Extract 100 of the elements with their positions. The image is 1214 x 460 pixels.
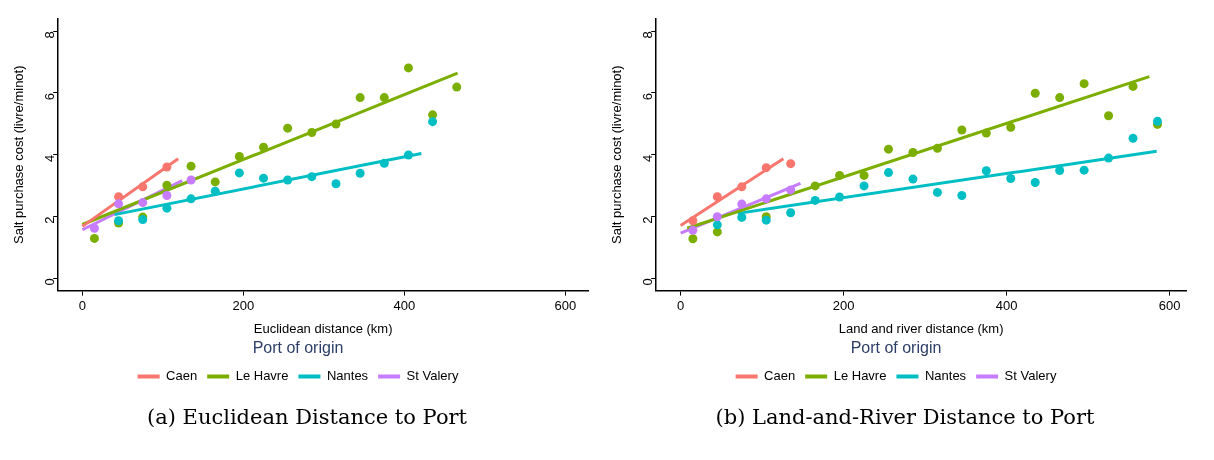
point: [210, 186, 220, 196]
point: [234, 152, 244, 162]
point: [1128, 81, 1138, 91]
point: [786, 159, 796, 169]
point: [884, 168, 893, 178]
point: [114, 199, 124, 209]
point: [810, 181, 820, 191]
point: [761, 163, 771, 173]
point: [234, 168, 244, 178]
point: [1079, 165, 1089, 175]
point: [138, 198, 148, 208]
x-tick-label: 600: [1158, 297, 1181, 313]
y-tick-label: 6: [41, 92, 57, 101]
point: [712, 192, 722, 202]
point: [259, 142, 269, 152]
legend-label: Nantes: [326, 368, 369, 384]
point: [428, 117, 438, 127]
point: [283, 123, 293, 133]
x-tick-label: 200: [832, 297, 855, 313]
point: [162, 162, 172, 172]
point: [331, 119, 341, 129]
point: [1079, 79, 1089, 89]
point: [186, 194, 196, 204]
legend-label: Nantes: [924, 368, 967, 384]
point: [932, 143, 942, 153]
legend-label: St Valery: [406, 368, 459, 384]
point: [761, 194, 771, 204]
y-tick-label: 4: [41, 154, 57, 162]
point: [355, 168, 365, 178]
point: [932, 187, 942, 197]
point: [810, 195, 820, 205]
point: [379, 93, 389, 103]
point: [403, 63, 413, 73]
point: [1006, 173, 1016, 183]
point: [981, 166, 991, 176]
point: [162, 180, 172, 190]
legend-label: Caen: [764, 368, 796, 384]
x-tick-label: 200: [232, 297, 255, 313]
point: [403, 150, 413, 160]
point: [835, 192, 845, 202]
point: [737, 182, 747, 192]
point: [355, 93, 365, 103]
point: [114, 192, 124, 202]
x-tick-label: 400: [393, 297, 416, 313]
point: [283, 175, 293, 185]
point: [908, 174, 918, 184]
point: [688, 225, 698, 235]
point: [307, 127, 317, 137]
legend-label: Le Havre: [235, 368, 289, 384]
point: [89, 223, 99, 233]
legend-label: St Valery: [1004, 368, 1057, 384]
x-tick-label: 600: [554, 297, 577, 313]
legend-title: Port of origin: [252, 339, 344, 357]
point: [138, 182, 148, 192]
point: [210, 177, 220, 187]
point: [884, 144, 893, 154]
x-tick-label: 400: [995, 297, 1018, 313]
text: (a) Euclidean Distance to Port: [145, 405, 469, 429]
point: [1128, 133, 1138, 143]
x-tick-label: 0: [677, 297, 685, 313]
point: [908, 148, 918, 158]
point: [786, 208, 796, 218]
point: [1104, 153, 1114, 163]
point: [981, 128, 991, 138]
text: (b) Land-and-River Distance to Port: [714, 405, 1096, 429]
y-axis-title: Salt purchase cost (livre/minot): [11, 65, 27, 244]
point: [162, 190, 172, 200]
point: [712, 212, 722, 222]
point: [957, 190, 967, 200]
point: [859, 170, 869, 180]
point: [1104, 111, 1114, 121]
x-tick-label: 0: [78, 297, 86, 313]
y-tick-label: 2: [639, 216, 655, 224]
y-tick-label: 6: [639, 92, 655, 101]
point: [1006, 122, 1016, 132]
point: [331, 179, 341, 189]
point: [379, 158, 389, 168]
point: [835, 170, 845, 180]
y-axis-title: Salt purchase cost (livre/minot): [609, 65, 625, 244]
point: [786, 185, 796, 195]
point: [1030, 88, 1040, 98]
y-tick-label: 8: [639, 31, 655, 39]
x-axis-title: Euclidean distance (km): [253, 320, 393, 336]
point: [452, 82, 462, 92]
point: [1055, 165, 1065, 175]
y-tick-label: 4: [639, 154, 655, 162]
point: [89, 233, 99, 243]
point: [737, 212, 747, 222]
x-axis-title: Land and river distance (km): [838, 320, 1004, 336]
point: [307, 172, 317, 182]
point: [957, 125, 967, 135]
point: [737, 199, 747, 209]
point: [186, 161, 196, 171]
point: [859, 181, 869, 191]
y-tick-label: 8: [41, 31, 57, 39]
y-tick-label: 0: [41, 278, 57, 286]
point: [688, 216, 698, 226]
legend-label: Le Havre: [833, 368, 887, 384]
point: [1055, 93, 1065, 103]
legend-title: Port of origin: [850, 339, 942, 357]
